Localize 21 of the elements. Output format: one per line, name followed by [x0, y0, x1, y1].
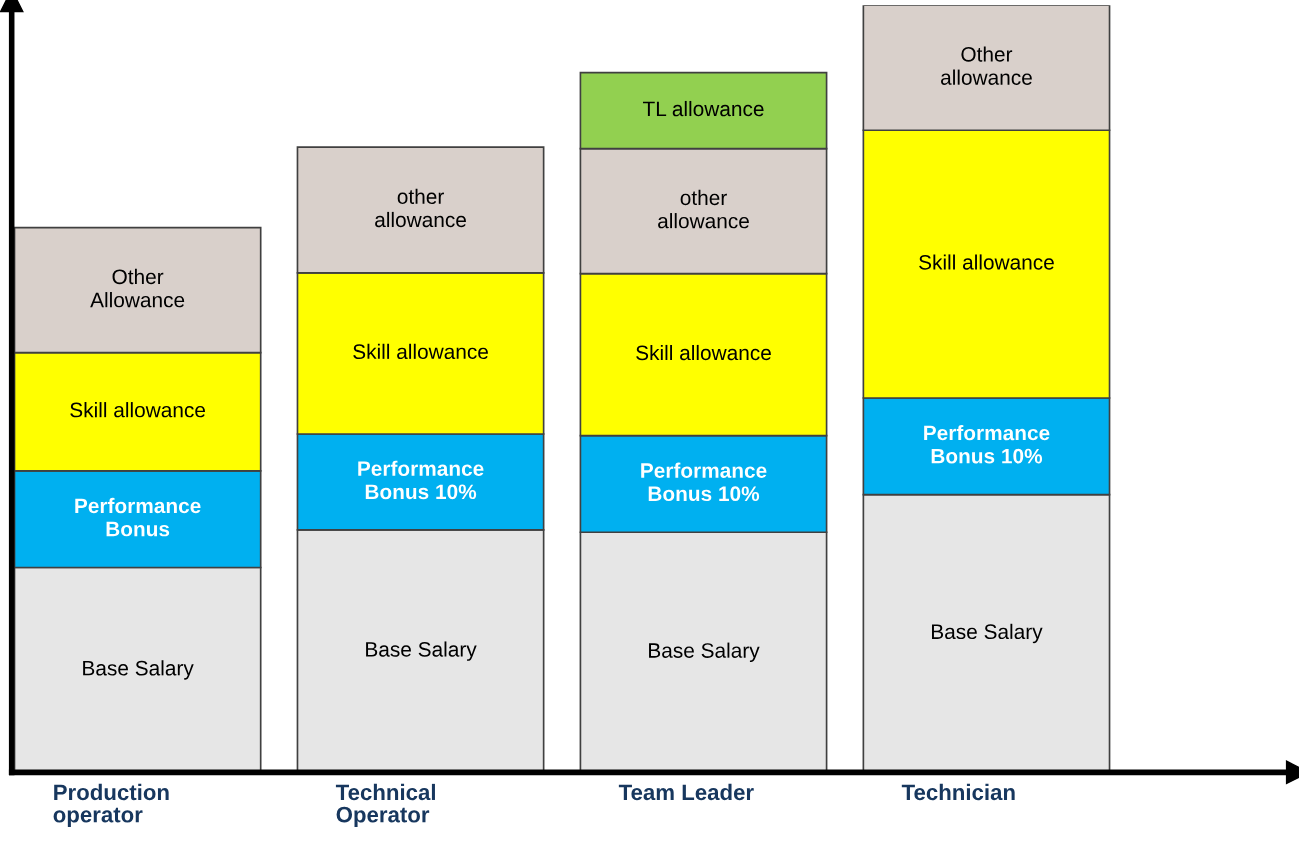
annotation: Base Salary	[649, 642, 760, 662]
annotation: Other allowance	[941, 46, 1032, 85]
annotation: Other Allowance	[90, 268, 185, 308]
annotation: Base Salary	[83, 660, 194, 680]
x-tick-label: Team Leader	[618, 783, 754, 801]
annotation: Skill allowance	[919, 254, 1054, 270]
annotation: Performance Bonus 10%	[924, 424, 1050, 464]
x-tick-label: Technical Operator	[335, 783, 435, 827]
x-tick-label: Technician	[901, 783, 1015, 801]
annotation: Skill allowance	[636, 344, 771, 361]
annotation: Base Salary	[932, 623, 1043, 644]
annotation: other allowance	[658, 189, 749, 229]
x-tick-label: Production operator	[53, 783, 169, 827]
annotation: Performance Bonus 10%	[641, 462, 767, 502]
annotation: Skill allowance	[70, 402, 205, 418]
annotation: Skill allowance	[353, 343, 488, 360]
annotation: Performance Bonus 10%	[358, 460, 484, 500]
annotation: TL allowance	[642, 100, 764, 117]
annotation: Base Salary	[366, 641, 477, 661]
annotation: other allowance	[375, 188, 466, 228]
annotation: Performance Bonus	[75, 497, 201, 537]
